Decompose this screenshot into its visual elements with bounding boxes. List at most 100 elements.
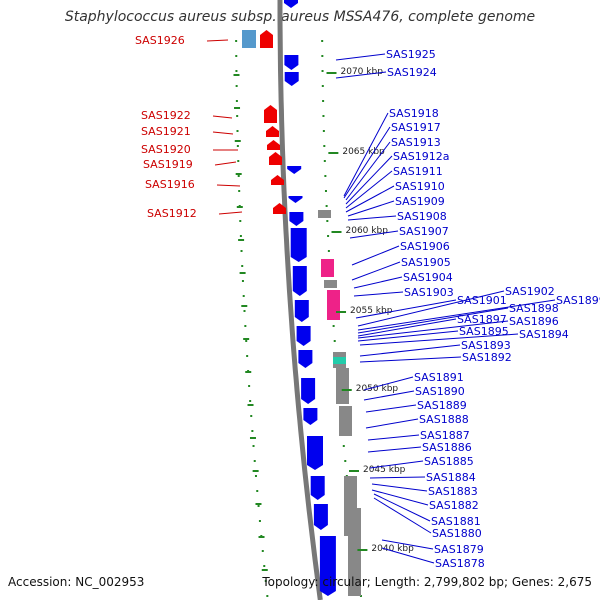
gene-label[interactable]: SAS1901 (457, 294, 507, 307)
gene-label[interactable]: SAS1916 (145, 178, 195, 191)
gene-label[interactable]: SAS1884 (426, 471, 476, 484)
gene-label[interactable]: SAS1881 (431, 515, 481, 528)
gene-label[interactable]: SAS1893 (461, 339, 511, 352)
feature-block[interactable] (321, 259, 334, 277)
right-leader-line (351, 261, 401, 281)
gene-label[interactable]: SAS1888 (419, 413, 469, 426)
outer-guide-dots-mark (235, 100, 238, 102)
reverse-gene-arrow[interactable] (303, 408, 318, 425)
reverse-gene-arrow[interactable] (284, 55, 299, 70)
gene-label[interactable]: SAS1880 (432, 527, 482, 540)
right-leader-line (363, 376, 414, 391)
gene-label[interactable]: SAS1904 (403, 271, 453, 284)
gene-label[interactable]: SAS1907 (399, 225, 449, 238)
gene-label[interactable]: SAS1885 (424, 455, 474, 468)
feature-block[interactable] (327, 290, 340, 320)
feature-block[interactable] (339, 406, 352, 436)
outer-guide-dots-mark (254, 475, 257, 477)
gene-label[interactable]: SAS1878 (435, 557, 485, 570)
outer-guide-dots-mark (235, 85, 238, 87)
gene-label[interactable]: SAS1886 (422, 441, 472, 454)
feature-block[interactable] (242, 30, 256, 48)
reverse-gene-arrow[interactable] (310, 476, 325, 500)
forward-gene-arrow[interactable] (271, 175, 284, 185)
gene-label[interactable]: SAS1924 (387, 66, 437, 79)
feature-block[interactable] (336, 368, 349, 404)
gene-label[interactable]: SAS1912 (147, 207, 197, 220)
outer-guide-dots-mark (251, 430, 254, 432)
right-leader-line (343, 126, 391, 199)
feature-block[interactable] (324, 280, 337, 288)
reverse-gene-arrow[interactable] (284, 0, 298, 8)
scale-label: 2070 kbp (341, 67, 384, 77)
scale-label-bg (369, 542, 414, 553)
reverse-gene-arrow[interactable] (313, 504, 328, 530)
forward-gene-arrow[interactable] (264, 105, 277, 123)
gene-label[interactable]: SAS1925 (386, 48, 436, 61)
gene-label[interactable]: SAS1917 (391, 121, 441, 134)
outer-guide-dots-mark (248, 385, 251, 387)
reverse-gene-arrow[interactable] (289, 212, 304, 226)
reverse-gene-arrow[interactable] (301, 378, 316, 404)
right-leader-line (373, 493, 431, 522)
right-leader-line (335, 53, 386, 61)
map-title: Staphylococcus aureus subsp. aureus MSSA… (64, 9, 536, 25)
gene-label[interactable]: SAS1909 (395, 195, 445, 208)
inner-guide-dots-mark (344, 460, 347, 462)
gene-label[interactable]: SAS1895 (459, 325, 509, 338)
forward-gene-arrow[interactable] (260, 30, 273, 48)
gene-label[interactable]: SAS1879 (434, 543, 484, 556)
right-leader-line (357, 307, 509, 334)
gene-label[interactable]: SAS1921 (141, 125, 191, 138)
gene-label[interactable]: SAS1902 (505, 285, 555, 298)
gene-label[interactable]: SAS1910 (395, 180, 445, 193)
reverse-gene-arrow[interactable] (287, 166, 302, 174)
gene-label[interactable]: SAS1918 (389, 107, 439, 120)
outer-guide-dots-mark (261, 550, 264, 552)
inner-guide-dots-mark (321, 55, 324, 57)
gene-label[interactable]: SAS1911 (393, 165, 443, 178)
reverse-gene-arrow[interactable] (307, 436, 323, 470)
reverse-gene-arrow[interactable] (319, 536, 336, 596)
gene-label[interactable]: SAS1890 (415, 385, 465, 398)
gene-label[interactable]: SAS1920 (141, 143, 191, 156)
forward-gene-arrow[interactable] (267, 140, 280, 150)
reverse-gene-arrow[interactable] (284, 72, 299, 86)
reverse-gene-arrow[interactable] (296, 326, 311, 346)
gene-label[interactable]: SAS1903 (404, 286, 454, 299)
gene-label[interactable]: SAS1926 (135, 34, 185, 47)
feature-block[interactable] (333, 357, 346, 364)
reverse-gene-arrow[interactable] (292, 266, 307, 296)
gene-label[interactable]: SAS1898 (509, 302, 559, 315)
reverse-gene-arrow[interactable] (290, 228, 307, 262)
gene-label[interactable]: SAS1892 (462, 351, 512, 364)
gene-label[interactable]: SAS1919 (143, 158, 193, 171)
gene-label[interactable]: SAS1896 (509, 315, 559, 328)
gene-label[interactable]: SAS1899 (556, 294, 600, 307)
gene-label[interactable]: SAS1887 (420, 429, 470, 442)
gene-label[interactable]: SAS1906 (400, 240, 450, 253)
feature-block[interactable] (318, 210, 331, 218)
gene-label[interactable]: SAS1883 (428, 485, 478, 498)
gene-label[interactable]: SAS1891 (414, 371, 464, 384)
right-leader-line (345, 185, 395, 213)
gene-label[interactable]: SAS1908 (397, 210, 447, 223)
reverse-gene-arrow[interactable] (298, 350, 313, 368)
outer-guide-dots-mark (244, 325, 247, 327)
forward-gene-arrow[interactable] (269, 152, 282, 165)
forward-gene-arrow[interactable] (266, 126, 279, 137)
gene-label[interactable]: SAS1882 (429, 499, 479, 512)
forward-gene-arrow[interactable] (273, 203, 286, 214)
feature-block[interactable] (348, 508, 361, 596)
outer-guide-dots-mark (235, 40, 238, 42)
gene-label[interactable]: SAS1905 (401, 256, 451, 269)
right-leader-line (353, 291, 404, 297)
gene-label[interactable]: SAS1922 (141, 109, 191, 122)
reverse-gene-arrow[interactable] (294, 300, 309, 322)
gene-label[interactable]: SAS1913 (391, 136, 441, 149)
gene-label[interactable]: SAS1912a (393, 150, 449, 163)
gene-label[interactable]: SAS1889 (417, 399, 467, 412)
right-leader-line (357, 290, 505, 327)
reverse-gene-arrow[interactable] (288, 196, 303, 203)
gene-label[interactable]: SAS1894 (519, 328, 569, 341)
